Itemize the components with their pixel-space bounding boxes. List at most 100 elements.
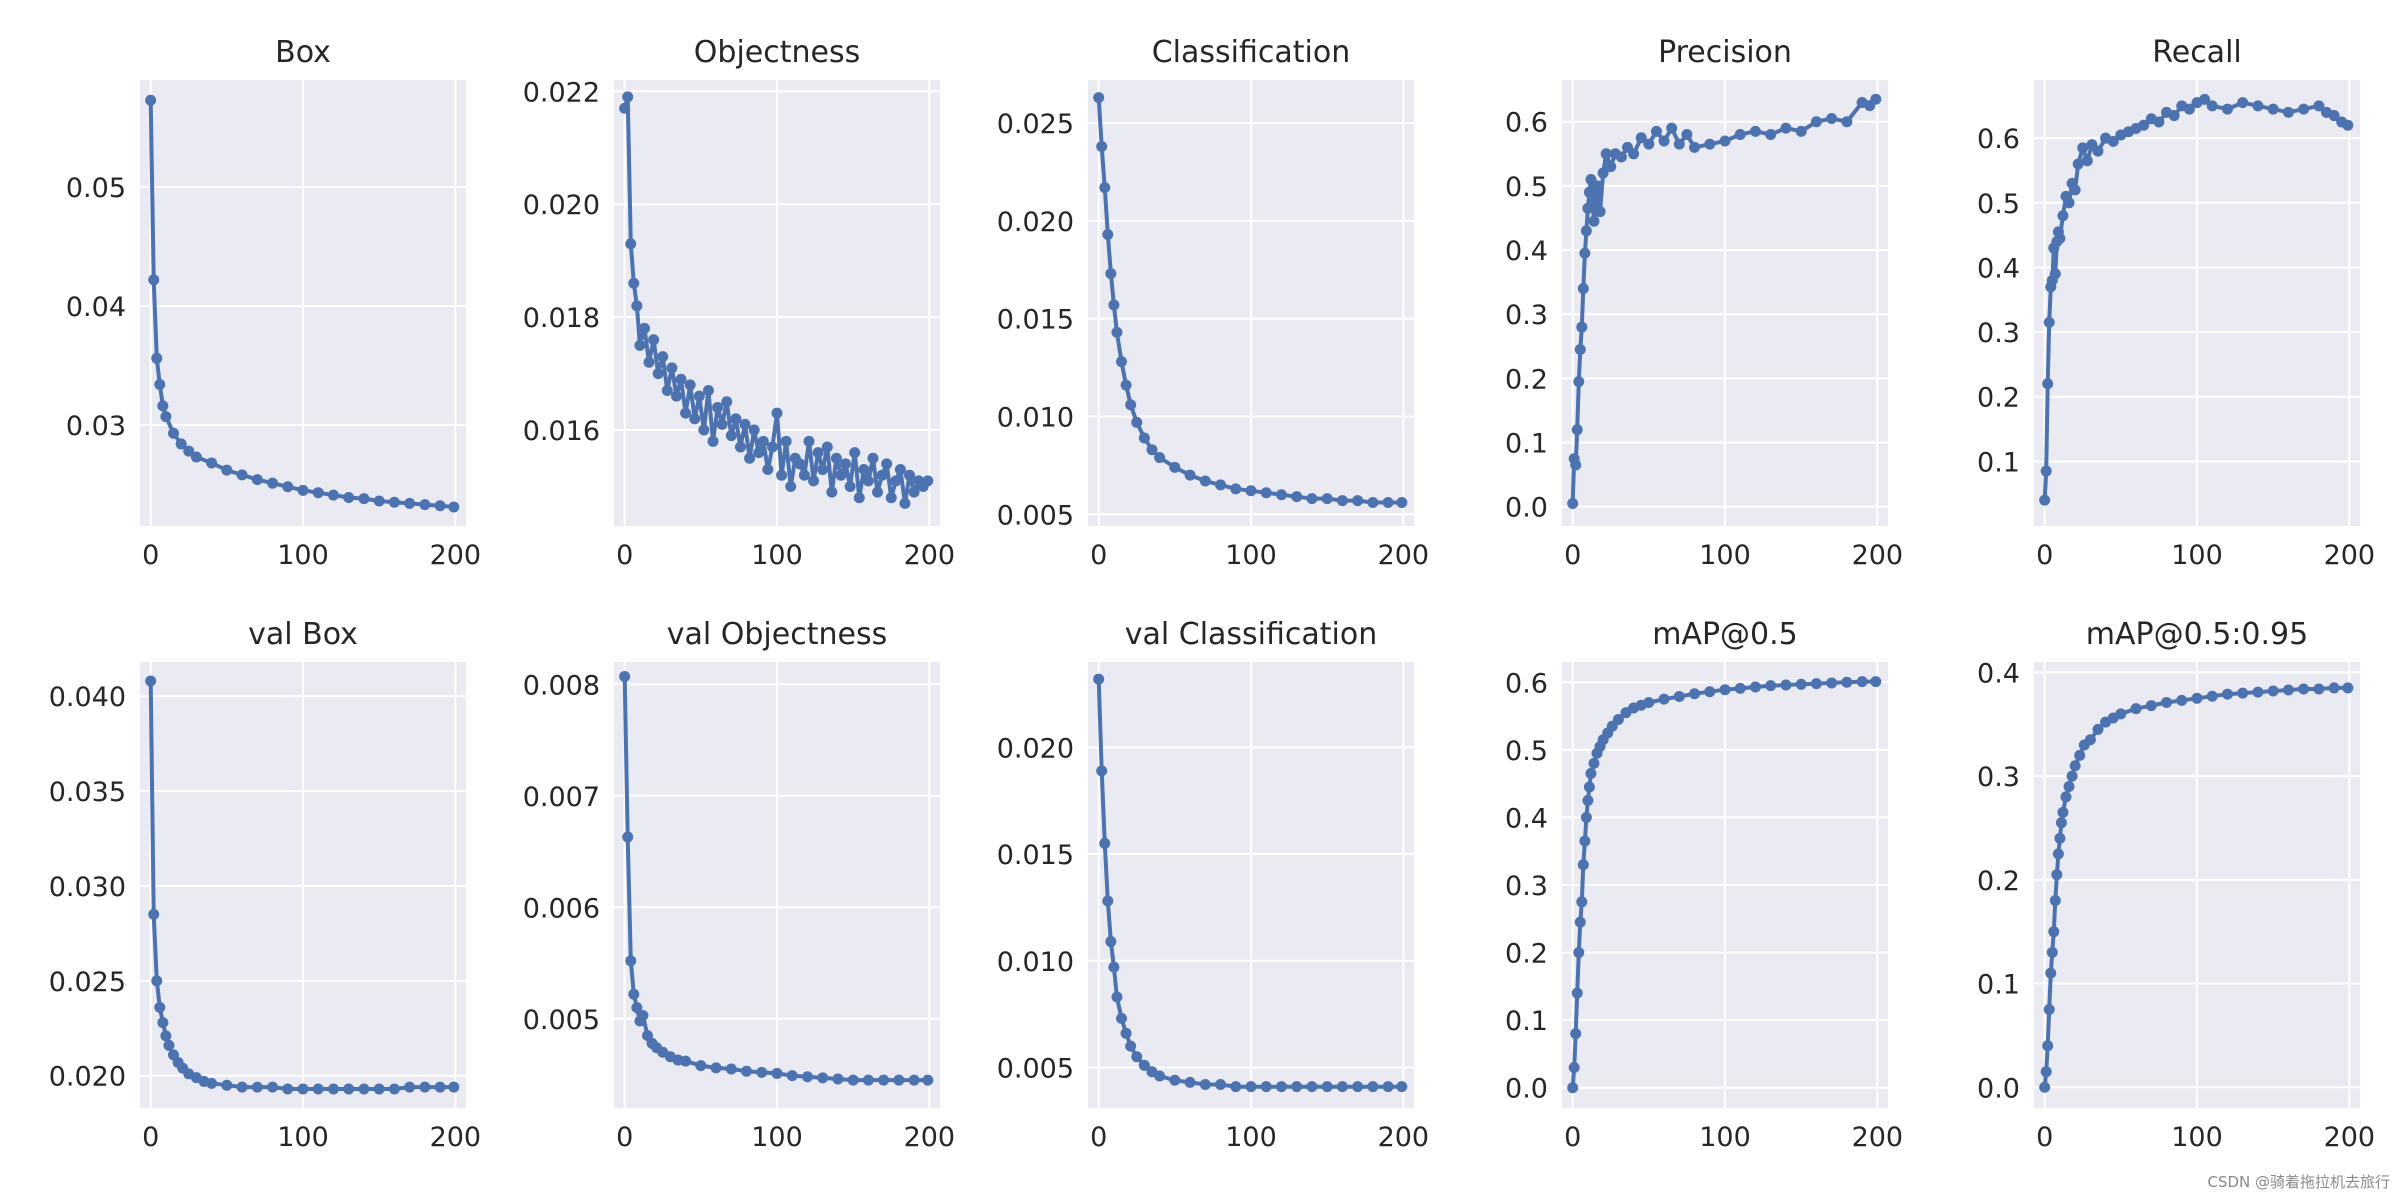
data-point xyxy=(1810,678,1822,690)
data-point xyxy=(1125,1040,1137,1052)
data-point xyxy=(744,452,756,464)
data-point xyxy=(2183,103,2195,115)
data-point xyxy=(1245,1081,1257,1093)
data-point xyxy=(893,1074,905,1086)
data-point xyxy=(1169,461,1181,473)
data-point xyxy=(2039,494,2051,506)
subplot-val-classification: val Classification 0 100 200 0.005 0.010 0.015… xyxy=(997,617,1429,1153)
data-point xyxy=(1594,206,1606,218)
y-tick-label: 0.010 xyxy=(997,402,1074,433)
data-point xyxy=(358,493,370,505)
data-point xyxy=(835,469,847,481)
data-point xyxy=(2042,1040,2054,1052)
data-point xyxy=(1673,690,1685,702)
data-point xyxy=(297,1083,309,1095)
y-tick-label: 0.005 xyxy=(523,1005,600,1036)
data-point xyxy=(840,458,852,470)
data-point xyxy=(1856,676,1868,688)
data-point xyxy=(2048,926,2060,938)
data-point xyxy=(721,396,733,408)
data-point xyxy=(712,401,724,413)
data-point xyxy=(2045,967,2057,979)
watermark: CSDN @骑着拖拉机去旅行 xyxy=(2207,1173,2390,1191)
data-point xyxy=(631,1002,643,1014)
data-point xyxy=(1096,765,1108,777)
data-point xyxy=(2092,723,2104,735)
data-point xyxy=(1131,416,1143,428)
data-point xyxy=(1583,186,1595,198)
data-point xyxy=(1658,135,1670,147)
data-point xyxy=(899,497,911,509)
data-point xyxy=(1138,1059,1150,1071)
data-point xyxy=(236,469,248,481)
data-point xyxy=(1382,1081,1394,1093)
data-point xyxy=(858,464,870,476)
data-point xyxy=(2057,210,2069,222)
data-point xyxy=(1138,432,1150,444)
data-point xyxy=(2084,734,2096,746)
data-point xyxy=(661,385,673,397)
y-tick-label: 0.018 xyxy=(523,303,600,334)
data-point xyxy=(904,469,916,481)
data-point xyxy=(1579,835,1591,847)
data-point xyxy=(817,464,829,476)
y-tick-label: 0.005 xyxy=(997,1053,1074,1084)
y-tick-label: 0.3 xyxy=(1977,318,2020,349)
data-point xyxy=(206,457,218,469)
data-point xyxy=(1591,180,1603,192)
data-point xyxy=(2039,1081,2051,1093)
data-point xyxy=(2342,119,2354,131)
data-point xyxy=(725,430,737,442)
data-point xyxy=(1749,681,1761,693)
data-point xyxy=(1643,697,1655,709)
data-point xyxy=(1275,1081,1287,1093)
subplot-title: Recall xyxy=(2152,35,2242,70)
subplot-title: val Classification xyxy=(1125,617,1378,652)
data-point xyxy=(1568,1061,1580,1073)
y-tick-label: 0.007 xyxy=(523,782,600,813)
data-point xyxy=(756,1066,768,1078)
subplot-classification: Classification 0 100 200 0.005 0.010 0.015 0.02… xyxy=(997,35,1429,571)
subplot-title: mAP@0.5 xyxy=(1652,617,1798,652)
data-point xyxy=(1116,356,1128,368)
y-tick-label: 0.005 xyxy=(997,500,1074,531)
data-point xyxy=(1780,679,1792,691)
data-point xyxy=(1628,148,1640,160)
data-point xyxy=(1579,247,1591,259)
data-point xyxy=(885,492,897,504)
data-point xyxy=(625,238,637,250)
data-point xyxy=(2130,703,2142,715)
y-tick-label: 0.4 xyxy=(1505,236,1548,267)
data-point xyxy=(2313,683,2325,695)
data-point xyxy=(327,489,339,501)
data-point xyxy=(160,411,172,423)
y-tick-label: 0.030 xyxy=(49,872,126,903)
y-tick-label: 0.3 xyxy=(1505,871,1548,902)
data-point xyxy=(1574,344,1586,356)
y-tick-label: 0.1 xyxy=(1505,429,1548,460)
data-point xyxy=(2066,770,2078,782)
data-point xyxy=(680,1055,692,1067)
data-point xyxy=(1336,495,1348,507)
data-point xyxy=(2191,692,2203,704)
subplot-val-objectness: val Objectness 0 100 200 0.005 0.006 0.007 0.00… xyxy=(523,617,955,1153)
data-point xyxy=(358,1083,370,1095)
y-tick-label: 0.1 xyxy=(1977,970,2020,1001)
x-tick-label: 0 xyxy=(142,1122,159,1153)
data-point xyxy=(2069,760,2081,772)
data-point xyxy=(702,385,714,397)
x-tick-label: 100 xyxy=(751,1122,803,1153)
data-point xyxy=(1841,116,1853,128)
data-point xyxy=(1580,811,1592,823)
data-point xyxy=(2153,116,2165,128)
data-point xyxy=(1199,475,1211,487)
data-point xyxy=(1650,125,1662,137)
x-tick-label: 200 xyxy=(1852,1122,1904,1153)
data-point xyxy=(1795,125,1807,137)
data-point xyxy=(693,390,705,402)
data-point xyxy=(890,475,902,487)
data-point xyxy=(771,1067,783,1079)
subplot-title: mAP@0.5:0.95 xyxy=(2086,617,2308,652)
data-point xyxy=(2077,142,2089,154)
